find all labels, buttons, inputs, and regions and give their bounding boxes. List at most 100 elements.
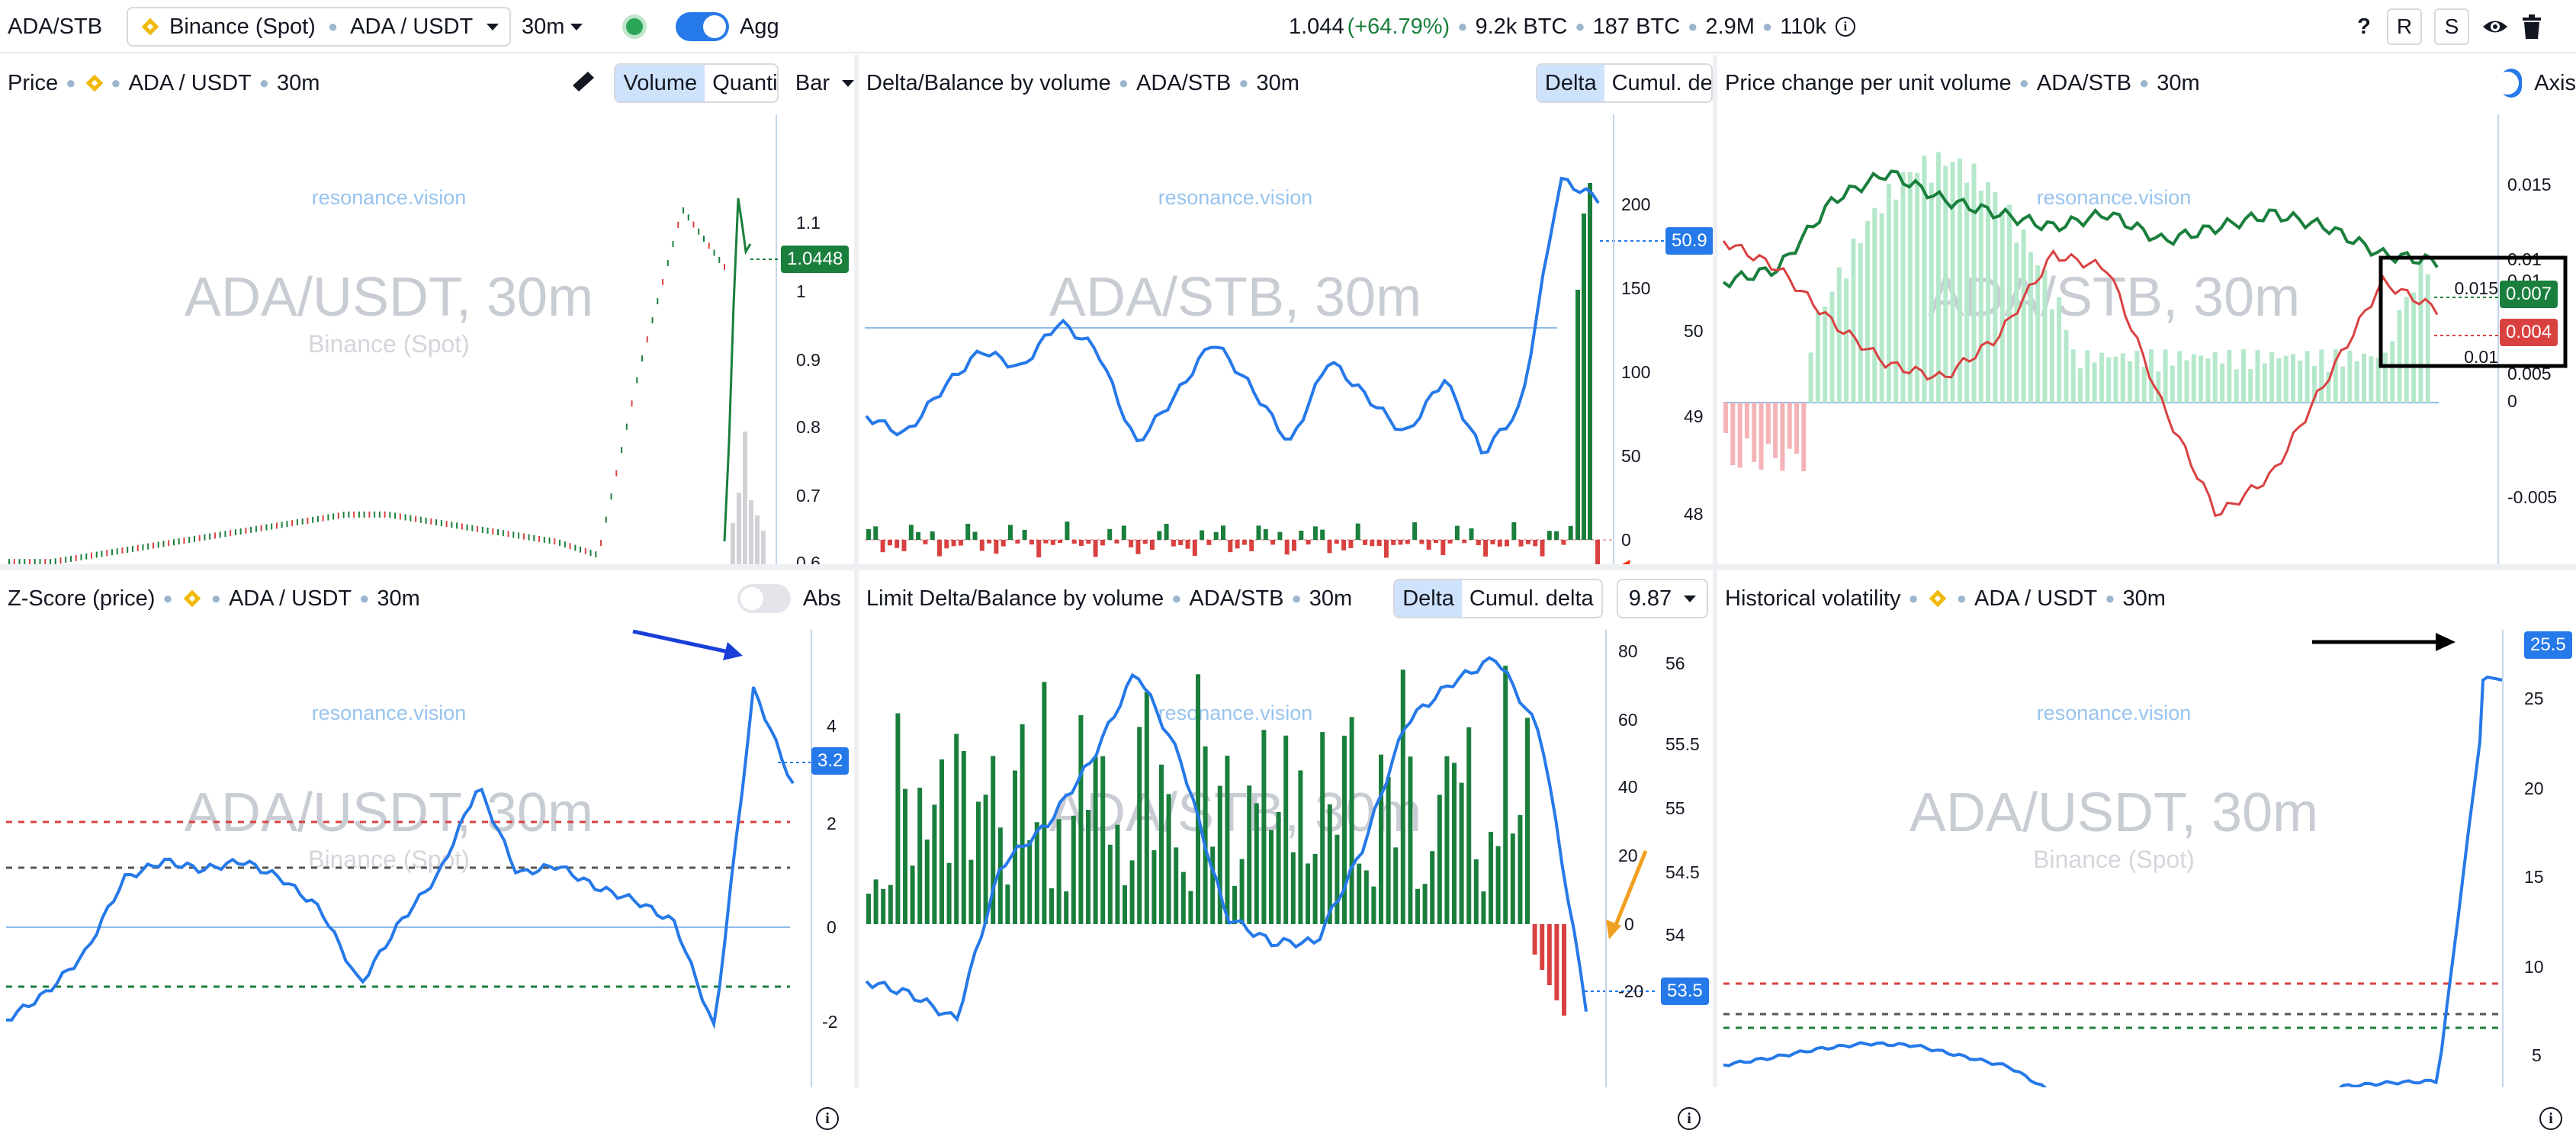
delta-bar: [880, 540, 885, 553]
panel-interval: 30m: [377, 586, 420, 611]
pcpuv-bar: [2070, 349, 2076, 403]
pcpuv-bar: [2326, 371, 2331, 403]
svg-text:55: 55: [1665, 798, 1685, 818]
svg-text:15: 15: [2524, 867, 2544, 887]
quantity-tab[interactable]: Quantity: [712, 70, 778, 95]
limit-bar: [1489, 831, 1493, 924]
limit-bar: [1078, 714, 1084, 924]
highlight-box: [2378, 255, 2568, 368]
trash-icon[interactable]: [2521, 14, 2542, 39]
limit-delta-histogram: [866, 666, 1566, 1016]
limit-bar: [1437, 795, 1442, 924]
live-indicator[interactable]: [622, 0, 647, 53]
pair-text[interactable]: ADA/STB: [8, 14, 103, 39]
pair-label[interactable]: ADA/STB: [8, 0, 102, 53]
panel-interval: 30m: [1256, 70, 1299, 95]
limit-bar: [1430, 851, 1435, 924]
pcpuv-bar: [2347, 351, 2353, 403]
volume-quantity-toggle[interactable]: Volume Quantity: [614, 63, 779, 103]
pcpuv-bar: [2220, 363, 2224, 403]
delta-chart[interactable]: resonance.vision ADA/STB, 30m 200 150 100 5…: [859, 114, 1714, 610]
axis-toggle[interactable]: [2496, 69, 2523, 98]
pcpuv-bar: [2333, 349, 2338, 403]
chevron-down-icon: [842, 79, 854, 87]
limit-bar: [1144, 692, 1149, 924]
col-divider: [1713, 55, 1717, 1087]
eye-icon[interactable]: [2481, 15, 2509, 38]
info-icon[interactable]: i: [1678, 1107, 1701, 1130]
delta-bar: [1015, 540, 1020, 544]
delta-bar: [1348, 540, 1354, 548]
delta-mode-toggle[interactable]: Delta Cumul. delta: [1535, 63, 1713, 103]
separator-dot: ●: [1762, 17, 1773, 36]
info-icon[interactable]: i: [2539, 1107, 2562, 1130]
delta-bar: [972, 531, 978, 540]
pcpuv-bar: [1836, 267, 1842, 403]
agg-toggle[interactable]: [676, 12, 729, 41]
separator-dot: ●: [1118, 73, 1129, 92]
market-selector[interactable]: Binance (Spot) ● ADA / USDT: [127, 7, 512, 47]
interval-selector[interactable]: 30m: [522, 0, 583, 53]
delta-bar: [1568, 525, 1573, 540]
svg-text:0: 0: [1624, 914, 1634, 934]
info-icon[interactable]: i: [816, 1107, 839, 1130]
svg-text:1: 1: [796, 281, 806, 301]
price-chart[interactable]: resonance.vision ADA/USDT, 30m Binance (…: [0, 114, 854, 610]
delta-bar: [1469, 528, 1474, 540]
limit-bar: [1562, 924, 1566, 1016]
svg-text:2: 2: [827, 814, 837, 833]
pcpuv-bar: [2042, 269, 2048, 403]
separator-dot: ●: [1688, 17, 1698, 36]
site-watermark: resonance.vision: [312, 701, 467, 724]
delta-tab[interactable]: Delta: [1395, 580, 1462, 617]
chart-type-select[interactable]: Bar: [795, 71, 854, 96]
limit-bar: [1290, 852, 1296, 924]
hv-chart[interactable]: resonance.vision ADA/USDT, 30m Binance (…: [1717, 630, 2576, 1130]
annotation-arrow: [632, 630, 733, 655]
delta-bar: [1299, 530, 1304, 540]
limit-bar: [1554, 924, 1559, 1000]
info-icon[interactable]: i: [1835, 17, 1855, 37]
pcpuv-bar: [2248, 368, 2253, 403]
ruler-icon[interactable]: [570, 69, 597, 98]
limit-bar: [1254, 803, 1259, 924]
volume-tab[interactable]: Volume: [615, 65, 705, 101]
pcpuv-bar: [2305, 351, 2310, 403]
separator-dot: ●: [111, 73, 121, 92]
delta-bar: [866, 529, 871, 540]
pcpuv-histogram: [1723, 152, 2430, 471]
limit-bar: [991, 756, 996, 924]
stat-btc: 187 BTC: [1592, 14, 1681, 39]
limit-bar: [1495, 846, 1501, 924]
price-y-axis: 1.1 1 0.9 0.8 0.7 0.6: [796, 213, 821, 564]
binance-icon: [1926, 587, 1949, 610]
zscore-y-axis: 4 2 0 -2: [822, 716, 837, 1032]
limit-bar: [1247, 785, 1252, 924]
panel-title: Price: [8, 70, 59, 95]
delta-bar: [1412, 522, 1418, 540]
cumul-delta-tab[interactable]: Cumul. delta: [1469, 586, 1594, 611]
zscore-chart[interactable]: resonance.vision ADA/USDT, 30m Binance (…: [0, 630, 854, 1130]
help-button[interactable]: ?: [2357, 14, 2371, 39]
cumul-delta-tab[interactable]: Cumul. delta: [1611, 70, 1713, 95]
r-button[interactable]: R: [2387, 8, 2422, 45]
delta-mode-toggle[interactable]: Delta Cumul. delta: [1393, 579, 1603, 618]
pcpuv-bar: [2311, 365, 2317, 403]
s-button[interactable]: S: [2434, 8, 2469, 45]
binance-icon: [83, 72, 103, 95]
pcpuv-chart[interactable]: resonance.vision ADA/STB, 30m 0.0150.010…: [1717, 114, 2576, 610]
delta-bar: [1334, 540, 1339, 544]
limit-delta-chart[interactable]: resonance.vision ADA/STB, 30m 80 60 40 20 0 -…: [859, 630, 1713, 1130]
pcpuv-bar: [2291, 354, 2295, 403]
delta-bar: [1341, 540, 1347, 551]
limit-bar: [1276, 811, 1281, 924]
pcpuv-bar: [2375, 358, 2381, 403]
delta-bar: [1135, 540, 1141, 554]
threshold-select[interactable]: 9.87: [1616, 579, 1709, 618]
limit-bar: [1086, 810, 1090, 924]
delta-tab[interactable]: Delta: [1537, 65, 1604, 101]
separator-dot: ●: [2105, 589, 2115, 608]
delta-bar: [1383, 540, 1389, 558]
limit-bar: [1400, 669, 1405, 924]
abs-toggle[interactable]: [737, 584, 791, 613]
